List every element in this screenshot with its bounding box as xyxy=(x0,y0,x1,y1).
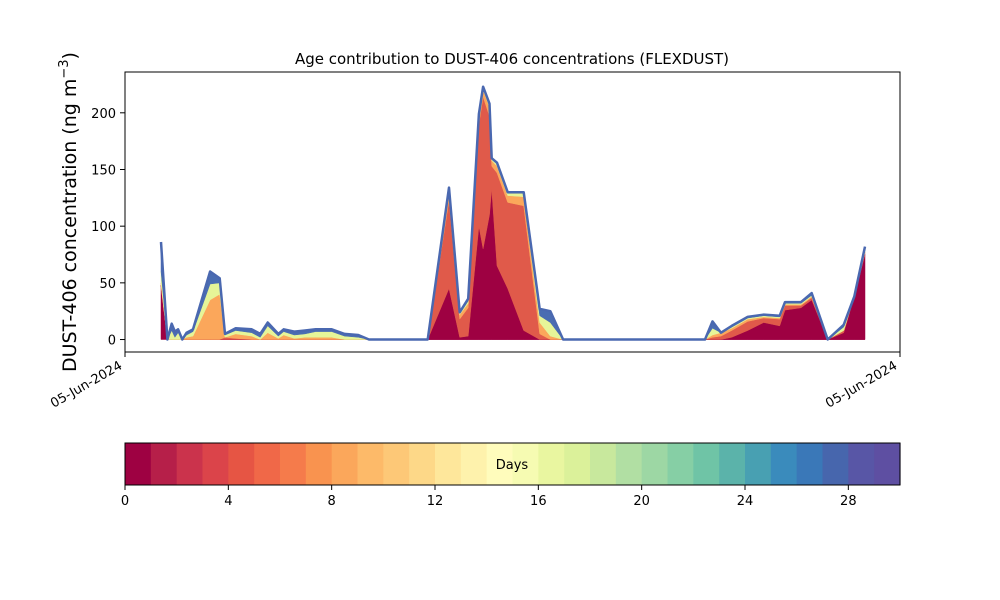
y-tick-label: 150 xyxy=(91,163,116,178)
colorbar-cell xyxy=(719,443,746,485)
colorbar-cell xyxy=(538,443,565,485)
colorbar-cell xyxy=(460,443,488,485)
colorbar-cell xyxy=(305,443,333,485)
colorbar-cell xyxy=(125,443,152,485)
colorbar-label: Days xyxy=(496,458,529,473)
colorbar-cell xyxy=(770,443,798,485)
colorbar-tick-label: 12 xyxy=(427,494,444,509)
colorbar-tick-label: 24 xyxy=(737,494,754,509)
colorbar-cell xyxy=(848,443,875,485)
x-axis: 05-Jun-2024 05-Jun-2024 xyxy=(48,352,901,411)
colorbar-cell xyxy=(615,443,643,485)
colorbar-tick-label: 8 xyxy=(328,494,336,509)
colorbar-tick-label: 0 xyxy=(121,494,129,509)
colorbar-cell xyxy=(254,443,281,485)
colorbar-tick-label: 28 xyxy=(840,494,857,509)
plot-frame xyxy=(124,71,901,353)
colorbar-cell xyxy=(486,443,514,485)
stacked-areas xyxy=(160,85,866,341)
area-series-1-5-days xyxy=(160,96,866,340)
colorbar-cell xyxy=(667,443,694,485)
colorbar: Days 0 4 8 12 16 20 24 28 xyxy=(121,442,901,509)
colorbar-cell xyxy=(150,443,178,485)
colorbar-cell xyxy=(409,443,436,485)
colorbar-cell xyxy=(202,443,229,485)
y-axis-label: DUST-406 concentration (ng m−3) xyxy=(57,52,81,372)
colorbar-cell xyxy=(874,443,901,485)
y-tick-label: 50 xyxy=(99,277,116,292)
y-axis: 0 50 100 150 200 xyxy=(91,107,125,349)
y-axis-label-main: DUST-406 concentration (ng m xyxy=(59,79,81,372)
colorbar-cell xyxy=(280,443,307,485)
y-axis-label-sup: −3 xyxy=(57,59,72,78)
chart-title: Age contribution to DUST-406 concentrati… xyxy=(295,50,729,68)
colorbar-cell xyxy=(564,443,591,485)
colorbar-cell xyxy=(176,443,204,485)
colorbar-cell xyxy=(590,443,617,485)
colorbar-tick-label: 4 xyxy=(224,494,232,509)
colorbar-cell xyxy=(512,443,539,485)
colorbar-cell xyxy=(435,443,462,485)
plot-area xyxy=(124,71,901,353)
x-tick-label: 05-Jun-2024 xyxy=(823,358,900,411)
colorbar-tick-label: 20 xyxy=(633,494,650,509)
y-tick-label: 0 xyxy=(108,334,116,349)
total-outline xyxy=(159,85,867,341)
colorbar-cell xyxy=(641,443,669,485)
colorbar-cell xyxy=(796,443,824,485)
colorbar-cell xyxy=(331,443,359,485)
colorbar-cell xyxy=(693,443,720,485)
colorbar-cell xyxy=(357,443,384,485)
y-tick-label: 100 xyxy=(91,220,116,235)
colorbar-cell xyxy=(745,443,772,485)
y-axis-label-close: ) xyxy=(59,52,81,59)
colorbar-cell xyxy=(822,443,849,485)
colorbar-cell xyxy=(383,443,410,485)
colorbar-tick-label: 16 xyxy=(530,494,547,509)
colorbar-cell xyxy=(228,443,255,485)
colorbar-frame xyxy=(124,442,901,486)
y-tick-label: 200 xyxy=(91,107,116,122)
